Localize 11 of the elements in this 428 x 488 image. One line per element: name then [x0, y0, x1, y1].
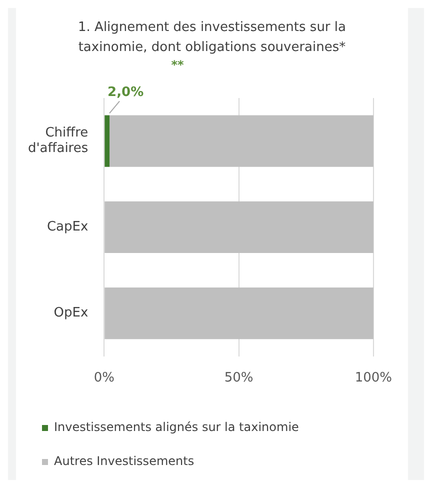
text: **	[171, 58, 184, 72]
y-tick-label: Chiffre d'affaires	[28, 126, 88, 156]
chart-title: 1. Alignement des investissements sur la taxinomie, dont obligations souveraines*	[77, 19, 347, 57]
x-tick-label: 0%	[94, 370, 114, 386]
x-tick-label: 100%	[354, 370, 392, 386]
y-tick-label: CapEx	[46, 220, 88, 235]
x-tick-label: 50%	[224, 370, 254, 386]
data-label: 2,0%	[108, 85, 144, 100]
legend-label: Autres Investissements	[54, 454, 194, 468]
y-tick-label: OpEx	[54, 306, 88, 321]
legend-label: Investissements alignés sur la taxinomie	[54, 420, 299, 434]
